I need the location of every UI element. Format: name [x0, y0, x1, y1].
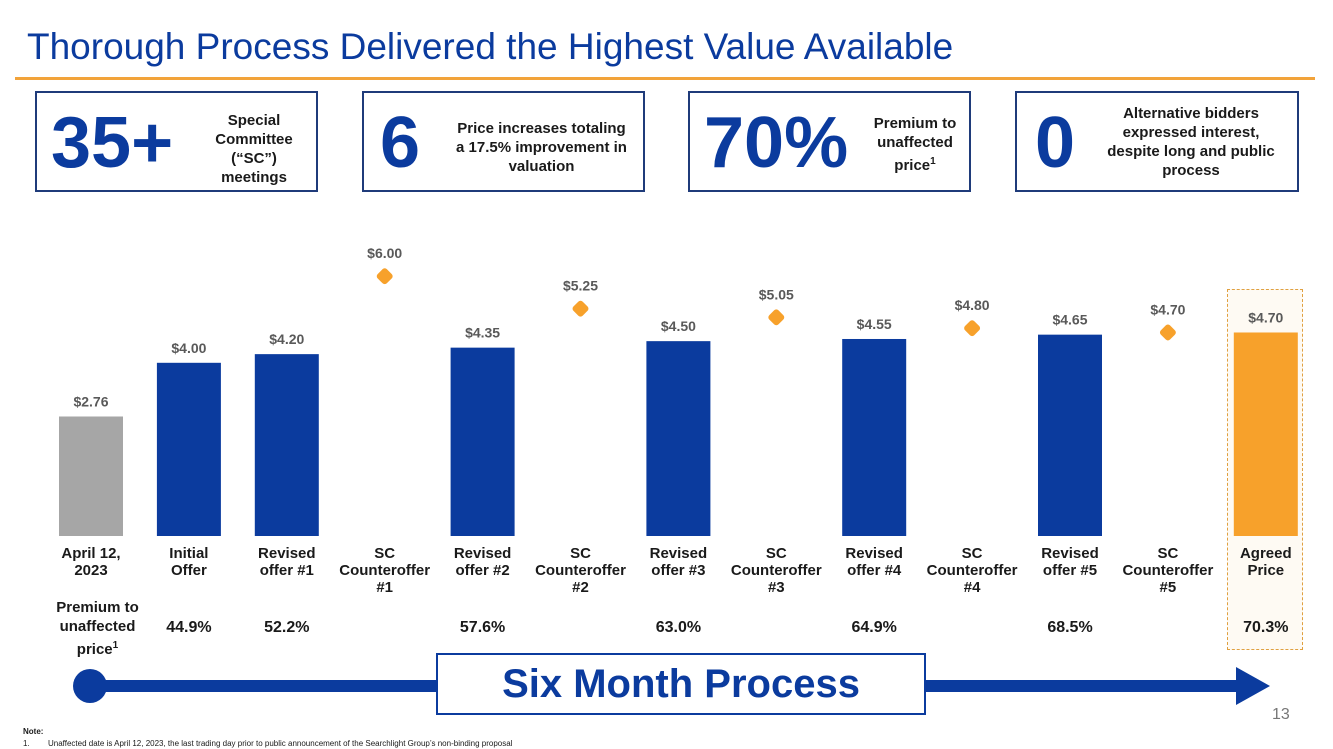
- footnote-title: Note:: [23, 727, 43, 736]
- footnote-text: 1. Unaffected date is April 12, 2023, the…: [23, 739, 512, 748]
- timeline-arrow-head: [1236, 667, 1270, 705]
- process-duration-label: Six Month Process: [436, 653, 926, 715]
- page-number: 13: [1272, 706, 1290, 724]
- process-timeline: [0, 0, 1333, 749]
